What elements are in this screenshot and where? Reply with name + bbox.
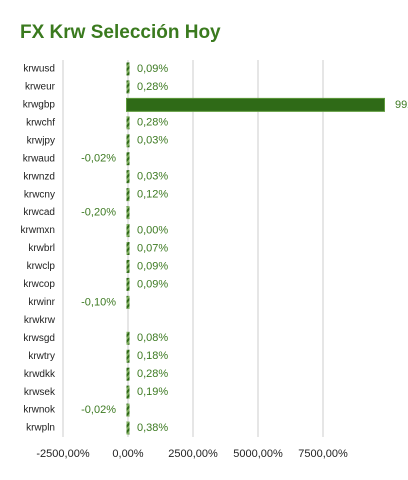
bar	[126, 134, 130, 148]
data-label: 0,28%	[137, 117, 168, 129]
bar	[126, 116, 130, 130]
x-tick-label: -2500,00%	[36, 448, 89, 460]
x-tick-label: 2500,00%	[168, 448, 218, 460]
y-tick-label: krwdkk	[24, 369, 56, 380]
bar	[126, 295, 130, 309]
data-label: 0,19%	[137, 386, 168, 398]
bar	[126, 152, 130, 166]
bar	[126, 403, 130, 417]
data-label: 0,09%	[137, 63, 168, 75]
y-tick-label: krwcop	[23, 279, 55, 290]
data-label: 0,18%	[137, 350, 168, 362]
y-tick-label: krwnzd	[23, 171, 55, 182]
y-tick-label: krwtry	[28, 351, 55, 362]
data-label: 0,03%	[137, 135, 168, 147]
bar	[126, 259, 130, 273]
chart-title: FX Krw Selección Hoy	[20, 22, 221, 43]
y-tick-label: krwusd	[23, 64, 55, 75]
bar	[126, 62, 130, 76]
data-label: 0,00%	[137, 224, 168, 236]
bar	[126, 97, 385, 112]
bar	[126, 421, 130, 435]
data-label: 0,08%	[137, 332, 168, 344]
bar	[126, 331, 130, 345]
data-label: 0,07%	[137, 242, 168, 254]
y-tick-label: krwcny	[24, 189, 55, 200]
x-tick-label: 0,00%	[112, 448, 143, 460]
bar	[126, 242, 130, 255]
y-tick-label: krwinr	[28, 297, 55, 308]
x-tick-label: 7500,00%	[298, 448, 348, 460]
data-label: 0,28%	[137, 368, 168, 380]
y-tick-label: krweur	[25, 82, 56, 93]
x-tick-label: 5000,00%	[233, 448, 283, 460]
data-label: 0,09%	[137, 260, 168, 272]
bar	[126, 188, 130, 202]
y-tick-label: krwsek	[24, 387, 56, 398]
data-label: -0,02%	[81, 153, 116, 165]
data-label: 0,38%	[137, 422, 168, 434]
data-label: -0,02%	[81, 404, 116, 416]
data-label: 0,09%	[137, 278, 168, 290]
bar	[126, 170, 130, 184]
y-tick-label: krwbrl	[28, 243, 55, 254]
y-tick-label: krwmxn	[21, 225, 55, 236]
data-label: 0,03%	[137, 171, 168, 183]
y-tick-label: krwnok	[23, 405, 56, 416]
y-tick-label: krwkrw	[24, 315, 56, 326]
y-tick-label: krwcad	[23, 207, 55, 218]
data-label: -0,20%	[81, 207, 116, 219]
data-label: 0,28%	[137, 81, 168, 93]
y-tick-label: krwpln	[26, 423, 55, 434]
bar	[126, 349, 130, 363]
data-label: 9923,00%	[395, 99, 408, 111]
y-tick-label: krwchf	[26, 117, 55, 128]
bar	[126, 80, 130, 94]
y-tick-label: krwgbp	[23, 100, 56, 111]
data-label: 0,12%	[137, 189, 168, 201]
y-tick-label: krwjpy	[27, 135, 55, 146]
bar	[126, 385, 130, 399]
bar	[126, 206, 130, 220]
bar	[126, 277, 130, 291]
data-label: -0,10%	[81, 296, 116, 308]
y-tick-label: krwclp	[27, 261, 56, 272]
bar	[126, 224, 130, 238]
y-tick-label: krwaud	[23, 153, 55, 164]
y-tick-label: krwsgd	[23, 333, 55, 344]
bar	[126, 367, 130, 381]
